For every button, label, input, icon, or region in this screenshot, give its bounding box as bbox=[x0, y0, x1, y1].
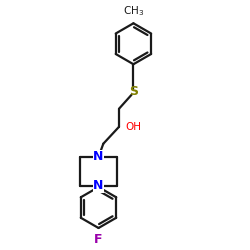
Text: CH$_3$: CH$_3$ bbox=[123, 4, 144, 18]
Text: S: S bbox=[129, 86, 138, 98]
Text: F: F bbox=[94, 233, 103, 246]
Text: N: N bbox=[93, 150, 104, 164]
Text: N: N bbox=[93, 179, 104, 192]
Text: OH: OH bbox=[125, 122, 141, 132]
